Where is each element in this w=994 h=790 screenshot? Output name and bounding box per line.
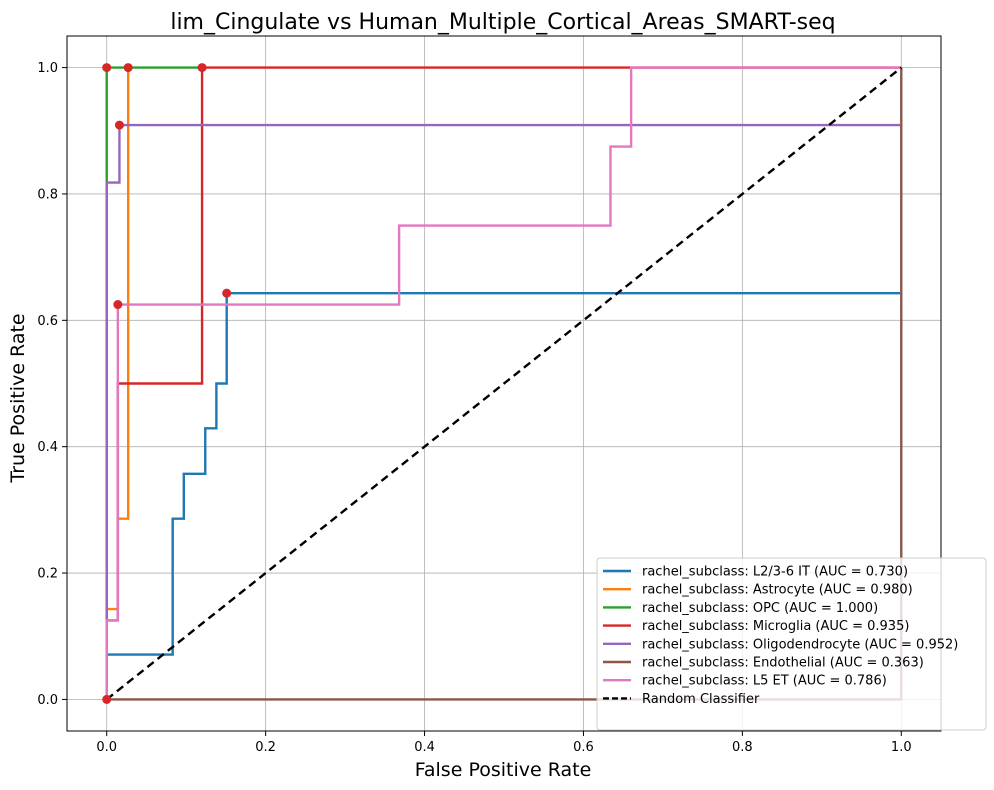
series-line-4 [105,123,902,700]
optimal-threshold-marker-2 [102,63,112,73]
optimal-threshold-marker-0 [222,288,232,298]
legend-box [596,557,987,731]
optimal-threshold-marker-6 [113,300,123,310]
y-tick-label: 0.4 [37,440,58,455]
y-tick-label: 0.0 [37,693,58,708]
marker-layer [102,63,232,704]
legend-label-5: rachel_subclass: Endothelial (AUC = 0.36… [642,656,924,671]
x-tick-label: 0.6 [573,740,594,755]
legend-label-1: rachel_subclass: Astrocyte (AUC = 0.980) [642,583,913,598]
y-tick-label: 0.6 [37,314,58,329]
optimal-threshold-marker-4 [114,120,124,130]
y-axis-label: True Positive Rate [7,313,29,483]
plot-frame [66,35,942,732]
axis-ticks: 0.0 0.2 0.4 0.6 0.8 1.0 0.0 0.2 0.4 0.6 0.8 1.0 [37,61,911,755]
y-tick-label: 1.0 [37,61,58,76]
legend-label-4: rachel_subclass: Oligodendrocyte (AUC = … [642,637,958,652]
legend-label-6: rachel_subclass: L5 ET (AUC = 0.786) [642,674,887,689]
y-tick-label: 0.8 [37,187,58,202]
legend-label-7: Random Classifier [642,692,760,707]
x-tick-label: 0.2 [255,740,276,755]
legend: rachel_subclass: L2/3-6 IT (AUC = 0.730)… [596,557,987,731]
x-tick-label: 1.0 [891,740,912,755]
x-tick-label: 0.4 [414,740,435,755]
x-tick-label: 0.0 [96,740,117,755]
series-line-6 [105,66,902,700]
optimal-threshold-marker-3 [197,63,207,73]
legend-label-3: rachel_subclass: Microglia (AUC = 0.935) [642,619,909,634]
origin-marker [102,694,112,704]
legend-label-0: rachel_subclass: L2/3-6 IT (AUC = 0.730) [642,565,908,580]
y-tick-label: 0.2 [37,567,58,582]
series-line-0 [105,291,902,700]
x-tick-label: 0.8 [732,740,753,755]
legend-label-2: rachel_subclass: OPC (AUC = 1.000) [642,601,878,616]
optimal-threshold-marker-1 [123,63,133,73]
x-axis-label: False Positive Rate [415,759,592,781]
random-classifier-line [105,66,903,701]
chart-title: lim_Cingulate vs Human_Multiple_Cortical… [170,10,835,35]
